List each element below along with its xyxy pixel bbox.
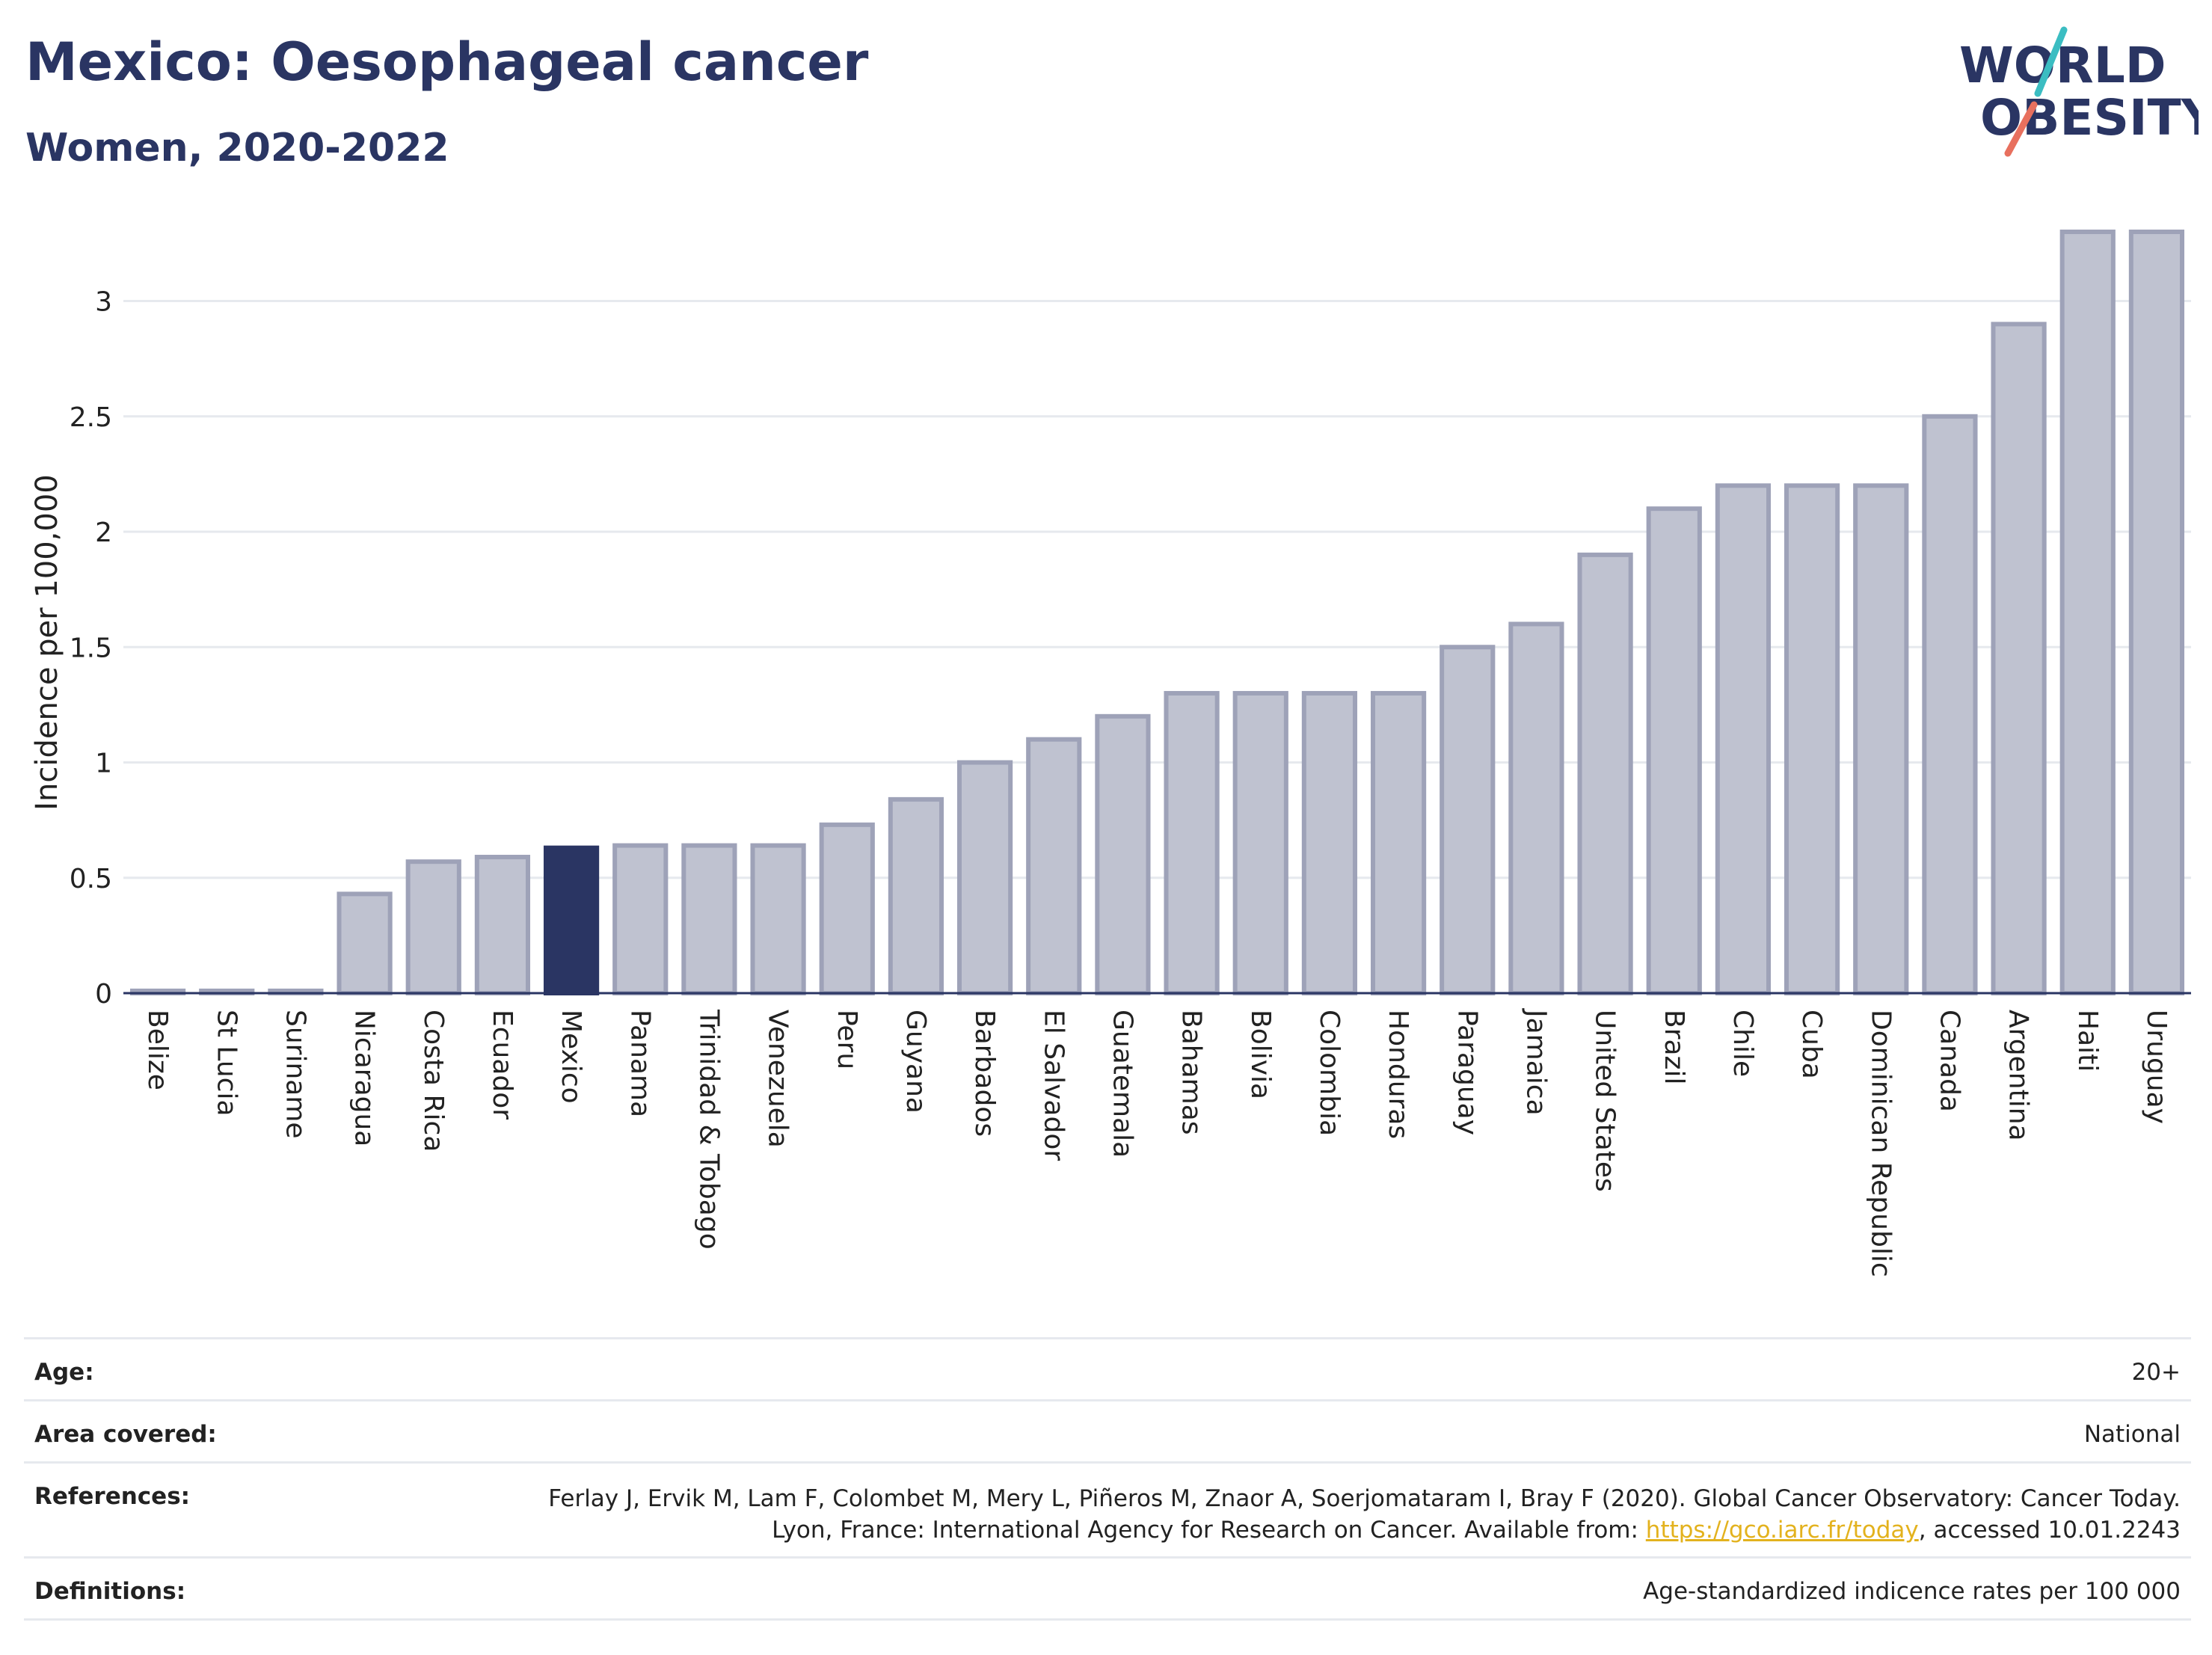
bar-peru[interactable] <box>819 822 875 995</box>
y-tick-label: 1.5 <box>70 633 112 663</box>
x-tick-label: Argentina <box>2003 1010 2034 1141</box>
x-tick-label: Belize <box>142 1010 173 1090</box>
bar-uruguay[interactable] <box>2128 230 2185 995</box>
y-tick-label: 3 <box>95 287 112 318</box>
bar-mexico[interactable] <box>543 845 600 995</box>
x-tick-label: St Lucia <box>211 1010 242 1117</box>
x-tick-label: Bahamas <box>1176 1010 1207 1135</box>
x-tick-label: Costa Rica <box>418 1010 449 1152</box>
x-tick-label: Brazil <box>1659 1010 1689 1084</box>
logo-text-world: WORLD <box>1959 37 2166 94</box>
bar-barbados[interactable] <box>956 760 1013 995</box>
logo-slash-teal <box>2034 26 2068 97</box>
references-text-part2: , accessed 10.01.2243 <box>1918 1517 2181 1544</box>
x-tick-label: Jamaica <box>1520 1008 1551 1116</box>
x-tick-label: Venezuela <box>763 1010 793 1148</box>
area-label: Area covered: <box>34 1421 217 1448</box>
bar-venezuela[interactable] <box>750 843 806 995</box>
y-tick-label: 1 <box>95 749 112 779</box>
bar-honduras[interactable] <box>1370 690 1427 996</box>
bar-chart: 0 0.5 1 1.5 2 2.5 3 Belize St Lucia Suriname Nica… <box>30 230 2191 1277</box>
x-tick-label: Ecuador <box>487 1010 517 1120</box>
references-link[interactable]: https://gco.iarc.fr/today <box>1645 1517 1919 1544</box>
references-text: Ferlay J, Ervik M, Lam F, Colombet M, Me… <box>535 1483 2181 1546</box>
x-tick-label: Uruguay <box>2141 1010 2172 1124</box>
bar-nicaragua[interactable] <box>337 891 393 995</box>
bar-canada[interactable] <box>1922 414 1978 995</box>
x-tick-label: Barbados <box>969 1010 1000 1137</box>
logo-slash-coral <box>2004 101 2038 157</box>
x-tick-label: Mexico <box>556 1010 586 1104</box>
bar-chile[interactable] <box>1715 483 1772 996</box>
meta-row-area: Area covered: National <box>24 1399 2191 1461</box>
definitions-label: Definitions: <box>34 1578 186 1605</box>
bar-brazil[interactable] <box>1646 506 1702 995</box>
x-tick-label: Canada <box>1934 1010 1964 1112</box>
bar-costa-rica[interactable] <box>405 859 461 995</box>
bar-jamaica[interactable] <box>1508 621 1564 995</box>
bar-guyana[interactable] <box>888 796 944 995</box>
chart-subtitle: Women, 2020-2022 <box>25 126 449 171</box>
x-tick-label: Dominican Republic <box>1865 1010 1896 1277</box>
bar-bahamas[interactable] <box>1164 690 1220 996</box>
meta-row-age: Age: 20+ <box>24 1337 2191 1399</box>
bar-panama[interactable] <box>612 843 669 995</box>
x-axis-ticks: Belize St Lucia Suriname Nicaragua Costa Ric… <box>142 1008 2172 1277</box>
gridlines <box>123 300 2191 879</box>
references-text-part1: Ferlay J, Ervik M, Lam F, Colombet M, Me… <box>548 1485 2181 1544</box>
y-tick-label: 0.5 <box>70 864 112 894</box>
bar-cuba[interactable] <box>1784 483 1840 996</box>
bar-trinidad-tobago[interactable] <box>681 843 737 995</box>
x-tick-label: El Salvador <box>1038 1010 1069 1161</box>
x-tick-label: Guatemala <box>1107 1010 1137 1158</box>
bar-colombia[interactable] <box>1301 690 1358 996</box>
meta-row-definitions: Definitions: Age-standardized indicence … <box>24 1556 2191 1621</box>
bar-bolivia[interactable] <box>1232 690 1288 996</box>
world-obesity-logo: WORLD OBESITY <box>1959 26 2199 157</box>
metadata-table: Age: 20+ Area covered: National Referenc… <box>24 1337 2191 1621</box>
x-tick-label: Peru <box>832 1010 862 1069</box>
area-value: National <box>2083 1421 2181 1448</box>
age-label: Age: <box>34 1359 94 1386</box>
bar-argentina[interactable] <box>1991 322 2047 996</box>
y-tick-label: 2.5 <box>70 402 112 433</box>
x-tick-label: Paraguay <box>1451 1010 1482 1135</box>
age-value: 20+ <box>2131 1359 2181 1386</box>
x-tick-label: Honduras <box>1383 1010 1413 1139</box>
x-tick-label: Panama <box>624 1010 655 1117</box>
bar-ecuador[interactable] <box>474 854 531 996</box>
y-tick-label: 0 <box>95 979 112 1010</box>
bar-guatemala[interactable] <box>1095 713 1151 995</box>
references-label: References: <box>34 1483 191 1510</box>
x-tick-label: Haiti <box>2072 1010 2103 1072</box>
y-axis-label: Incidence per 100,000 <box>30 474 64 811</box>
x-tick-label: Cuba <box>1796 1010 1827 1079</box>
x-tick-label: United States <box>1590 1010 1620 1192</box>
x-tick-label: Suriname <box>280 1010 310 1139</box>
meta-row-references: References: Ferlay J, Ervik M, Lam F, Co… <box>24 1461 2191 1556</box>
y-axis-ticks: 0 0.5 1 1.5 2 2.5 3 <box>70 287 112 1010</box>
x-tick-label: Chile <box>1727 1010 1758 1077</box>
x-tick-label: Colombia <box>1314 1010 1345 1136</box>
y-tick-label: 2 <box>95 518 112 548</box>
bar-paraguay[interactable] <box>1440 645 1496 995</box>
definitions-value: Age-standardized indicence rates per 100… <box>1643 1578 2181 1605</box>
chart-title: Mexico: Oesophageal cancer <box>25 31 869 93</box>
bar-united-states[interactable] <box>1577 552 1633 995</box>
x-tick-label: Trinidad & Tobago <box>693 1009 724 1250</box>
bars <box>129 230 2185 996</box>
bar-haiti[interactable] <box>2059 230 2116 995</box>
bar-dominican-republic[interactable] <box>1853 483 1909 996</box>
x-tick-label: Guyana <box>900 1010 931 1114</box>
x-tick-label: Bolivia <box>1245 1010 1276 1099</box>
x-tick-label: Nicaragua <box>349 1010 380 1146</box>
bar-el-salvador[interactable] <box>1026 737 1082 996</box>
